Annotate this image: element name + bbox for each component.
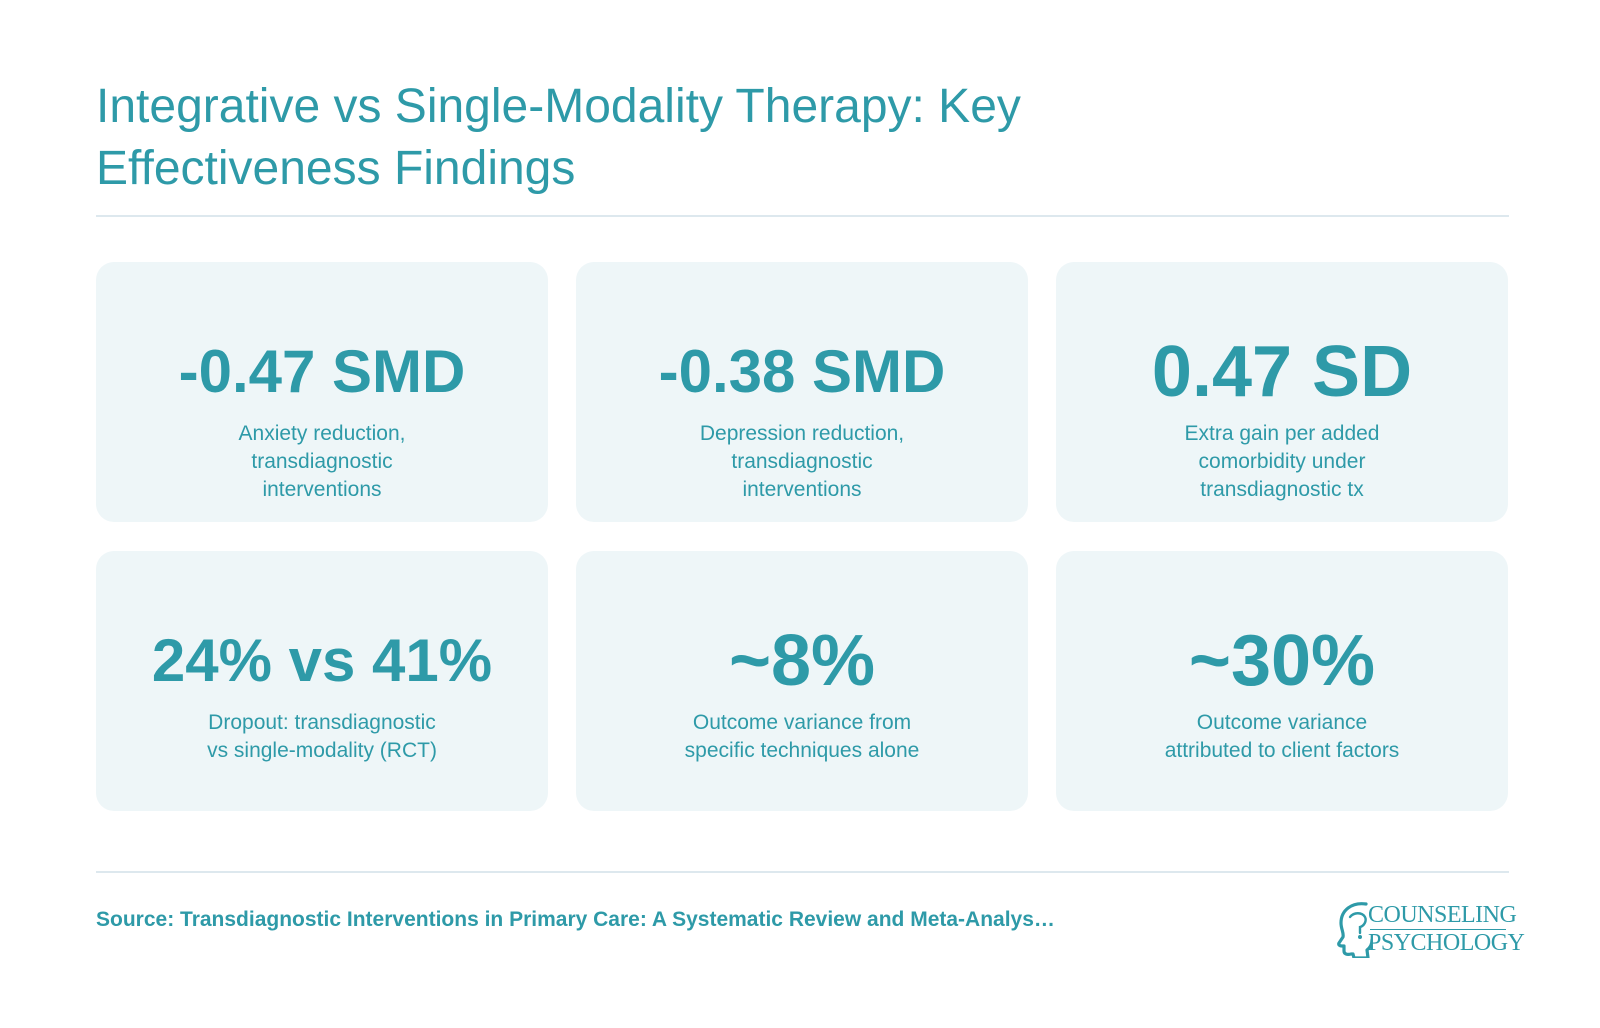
stat-description: Extra gain per added comorbidity under t… xyxy=(1184,422,1380,501)
stat-card-dropout: 24% vs 41% Dropout: transdiagnostic vs s… xyxy=(96,551,548,811)
stat-card-comorbidity: 0.47 SD Extra gain per added comorbidity… xyxy=(1056,262,1508,522)
stat-value: 24% vs 41% xyxy=(151,627,493,694)
stat-description: Depression reduction, transdiagnostic in… xyxy=(699,422,905,501)
infographic-page: Integrative vs Single-Modality Therapy: … xyxy=(96,0,1525,1028)
page-title: Integrative vs Single-Modality Therapy: … xyxy=(96,80,1021,195)
stat-value: 0.47 SD xyxy=(1151,332,1413,412)
stat-description: Dropout: transdiagnostic vs single-modal… xyxy=(207,711,437,762)
head-profile-icon xyxy=(1337,902,1372,958)
logo-text-counseling: COUNSELING xyxy=(1368,902,1517,928)
stat-card-depression: -0.38 SMD Depression reduction, transdia… xyxy=(576,262,1028,522)
footer-divider xyxy=(96,871,1509,873)
stat-value: ~30% xyxy=(1188,621,1376,701)
stat-value: -0.38 SMD xyxy=(658,338,946,405)
stat-card-anxiety: -0.47 SMD Anxiety reduction, transdiagno… xyxy=(96,262,548,522)
stat-description: Outcome variance attributed to client fa… xyxy=(1164,711,1400,762)
stat-card-techniques: ~8% Outcome variance from specific techn… xyxy=(576,551,1028,811)
stat-description: Outcome variance from specific technique… xyxy=(684,711,920,762)
stat-description: Anxiety reduction, transdiagnostic inter… xyxy=(238,422,406,501)
source-citation: Source: Transdiagnostic Interventions in… xyxy=(96,908,1055,931)
stats-grid: -0.47 SMD Anxiety reduction, transdiagno… xyxy=(96,262,1509,811)
stat-card-client-factors: ~30% Outcome variance attributed to clie… xyxy=(1056,551,1508,811)
brand-logo: COUNSELING PSYCHOLOGY xyxy=(1336,900,1525,958)
logo-text-psychology: PSYCHOLOGY xyxy=(1368,930,1525,956)
title-divider xyxy=(96,215,1509,217)
logo-divider xyxy=(1370,929,1506,930)
stat-value: ~8% xyxy=(728,621,876,701)
stat-value: -0.47 SMD xyxy=(178,338,466,405)
